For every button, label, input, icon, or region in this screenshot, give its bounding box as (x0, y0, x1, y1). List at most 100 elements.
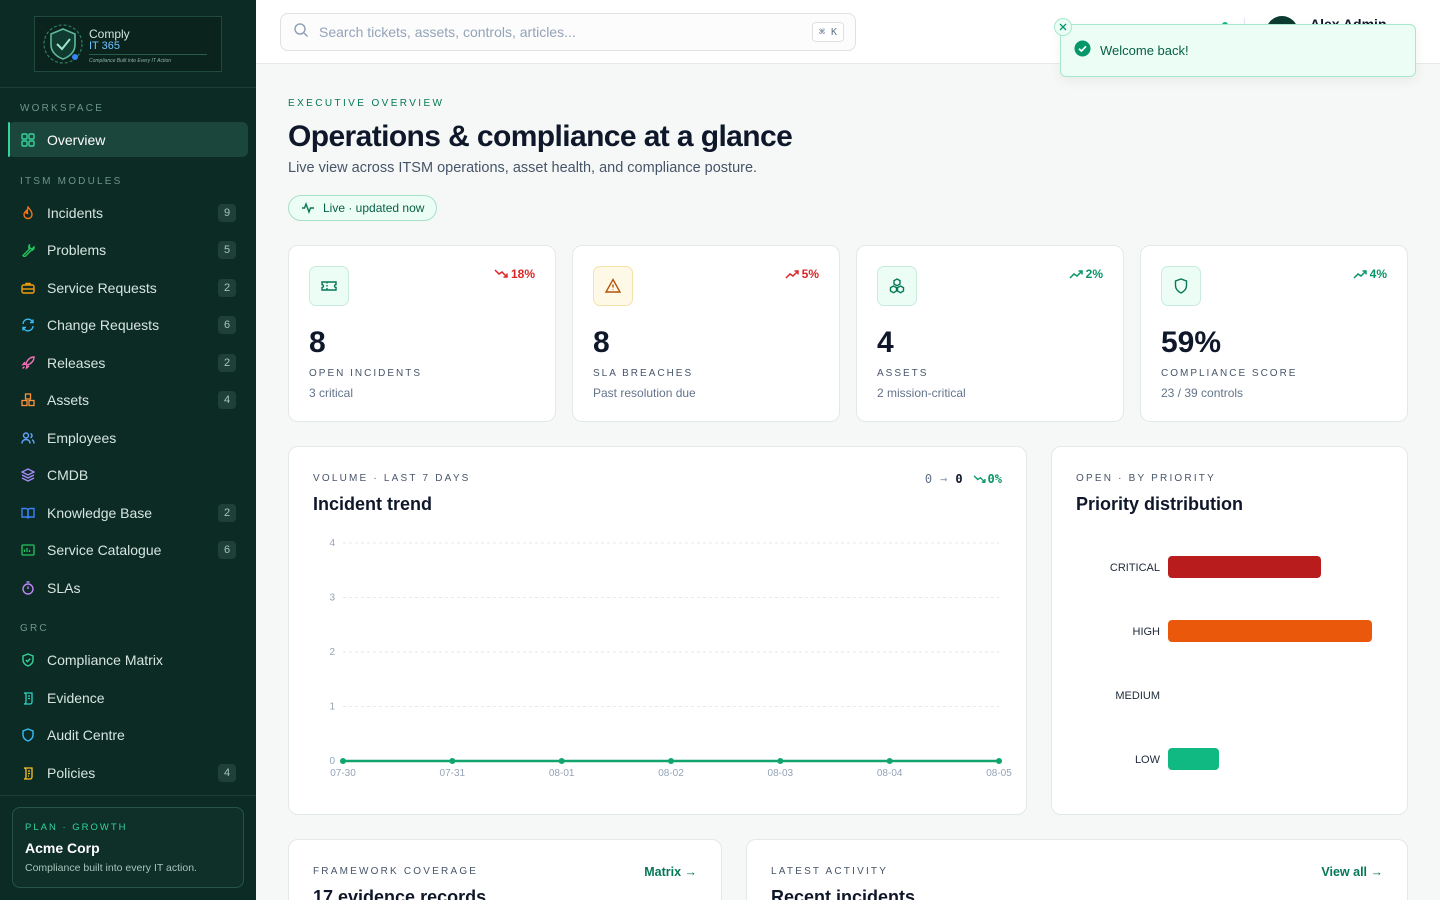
sidebar-item-label: Knowledge Base (47, 504, 153, 521)
brand-logo[interactable]: Comply IT 365 Compliance Built into Ever… (34, 16, 222, 72)
kpi-card-sla-breaches[interactable]: 5% 8 SLA BREACHES Past resolution due (572, 245, 840, 422)
boxes-icon (20, 392, 36, 408)
kpi-label: SLA BREACHES (593, 368, 694, 379)
page-subtitle: Live view across ITSM operations, asset … (288, 160, 758, 176)
sidebar-item-label: CMDB (47, 466, 89, 483)
sidebar-item-cmdb[interactable]: CMDB (8, 457, 248, 492)
plan-label: PLAN · GROWTH (25, 822, 128, 833)
kpi-icon-wrap (309, 266, 349, 306)
alert-triangle-icon (604, 278, 622, 293)
plan-card[interactable]: PLAN · GROWTH Acme Corp Compliance built… (12, 807, 244, 888)
view-all-link[interactable]: View all → (1321, 865, 1383, 879)
x-tick-label: 08-03 (768, 768, 794, 779)
book-icon (20, 505, 36, 521)
kpi-sub: Past resolution due (593, 386, 696, 400)
kpi-sub: 3 critical (309, 386, 354, 400)
close-icon (1059, 23, 1067, 31)
sidebar-item-employees[interactable]: Employees (8, 420, 248, 455)
sidebar-item-knowledge-base[interactable]: Knowledge Base 2 (8, 495, 248, 530)
kpi-value: 59% (1161, 326, 1222, 359)
kpi-trend: 2% (1069, 267, 1103, 281)
card-title: Priority distribution (1076, 494, 1244, 514)
kpi-value: 8 (593, 326, 610, 359)
data-point (449, 758, 456, 764)
kpi-trend-value: 5% (801, 267, 819, 281)
x-tick-label: 08-04 (877, 768, 903, 779)
category-label: MEDIUM (1115, 690, 1160, 702)
kpi-trend: 18% (494, 267, 535, 281)
trend-down-icon (494, 269, 508, 278)
sidebar-item-service-catalogue[interactable]: Service Catalogue 6 (8, 532, 248, 567)
timer-icon (20, 580, 36, 596)
sidebar-item-label: Audit Centre (47, 726, 125, 743)
sidebar-item-audit-centre[interactable]: Audit Centre (8, 717, 248, 752)
sidebar-item-overview[interactable]: Overview (8, 122, 248, 157)
y-tick-label: 0 (329, 756, 335, 767)
sidebar-item-releases[interactable]: Releases 2 (8, 345, 248, 380)
sidebar-item-change-requests[interactable]: Change Requests 6 (8, 307, 248, 342)
live-label: Live · updated now (323, 201, 425, 215)
recent-incidents-card: LATEST ACTIVITY Recent incidents View al… (746, 839, 1408, 900)
kpi-card-open-incidents[interactable]: 18% 8 OPEN INCIDENTS 3 critical (288, 245, 556, 422)
layers-icon (20, 467, 36, 483)
sidebar-item-label: Evidence (47, 689, 105, 706)
y-tick-label: 3 (329, 593, 335, 604)
users-icon (20, 430, 36, 446)
kpi-sub: 23 / 39 controls (1161, 386, 1244, 400)
incident-trend-chart: 0 1 2 3 4 07-30 07-31 08-01 08-02 08-03 08-04 08-05 (329, 538, 1012, 779)
bar (1168, 748, 1219, 770)
wrench-icon (20, 242, 36, 258)
sidebar-item-compliance-matrix[interactable]: Compliance Matrix (8, 642, 248, 677)
card-eyebrow: VOLUME · LAST 7 DAYS (313, 473, 471, 484)
shortcut-hint: ⌘ K (811, 22, 844, 42)
summary-arrow: → (940, 472, 948, 486)
section-label-grc: GRC (20, 623, 49, 634)
sidebar-item-label: Employees (47, 429, 117, 446)
data-point (340, 758, 346, 764)
kpi-value: 8 (309, 326, 326, 359)
sidebar-item-evidence[interactable]: Evidence (8, 680, 248, 715)
count-badge: 4 (218, 764, 236, 782)
search-box[interactable]: ⌘ K (280, 13, 856, 51)
search-input[interactable] (319, 24, 789, 40)
boxes-icon (889, 278, 905, 294)
data-point (777, 758, 784, 764)
org-name: Acme Corp (25, 840, 100, 856)
sidebar-item-label: Policies (47, 764, 96, 781)
priority-chart: CRITICAL HIGH MEDIUM LOW (1110, 556, 1372, 770)
sidebar-item-policies[interactable]: Policies 4 (8, 755, 248, 790)
scroll-icon (20, 690, 36, 706)
sidebar-item-problems[interactable]: Problems 5 (8, 232, 248, 267)
shield-logo-icon (43, 24, 83, 64)
page-eyebrow: EXECUTIVE OVERVIEW (288, 98, 445, 109)
section-label-workspace: WORKSPACE (20, 103, 105, 114)
kpi-card-compliance-score[interactable]: 4% 59% COMPLIANCE SCORE 23 / 39 controls (1140, 245, 1408, 422)
toast-close-button[interactable] (1054, 18, 1072, 36)
x-tick-label: 07-30 (330, 768, 356, 779)
matrix-link[interactable]: Matrix → (644, 865, 697, 879)
kpi-card-assets[interactable]: 2% 4 ASSETS 2 mission-critical (856, 245, 1124, 422)
sidebar-item-slas[interactable]: SLAs (8, 570, 248, 605)
kpi-label: ASSETS (877, 368, 929, 379)
category-label: HIGH (1133, 626, 1161, 638)
framework-coverage-card: FRAMEWORK COVERAGE 17 evidence records M… (288, 839, 722, 900)
rocket-icon (20, 355, 36, 371)
count-badge: 2 (218, 504, 236, 522)
y-tick-label: 2 (329, 647, 335, 658)
trend-down-icon (973, 474, 986, 483)
activity-icon (302, 202, 314, 214)
sidebar-item-assets[interactable]: Assets 4 (8, 382, 248, 417)
page-title: Operations & compliance at a glance (288, 120, 793, 153)
summary-change: 0% (987, 472, 1002, 486)
brand-rule (89, 54, 207, 55)
x-tick-label: 08-05 (986, 768, 1012, 779)
sidebar-item-incidents[interactable]: Incidents 9 (8, 195, 248, 230)
sidebar-item-service-requests[interactable]: Service Requests 2 (8, 270, 248, 305)
priority-card: OPEN · BY PRIORITY Priority distribution… (1051, 446, 1408, 815)
card-eyebrow: FRAMEWORK COVERAGE (313, 866, 479, 877)
category-label: LOW (1135, 754, 1161, 766)
section-label-itsm: ITSM MODULES (20, 176, 123, 187)
trend-up-icon (1353, 270, 1367, 279)
sidebar-item-label: SLAs (47, 579, 81, 596)
trend-up-icon (785, 270, 799, 279)
